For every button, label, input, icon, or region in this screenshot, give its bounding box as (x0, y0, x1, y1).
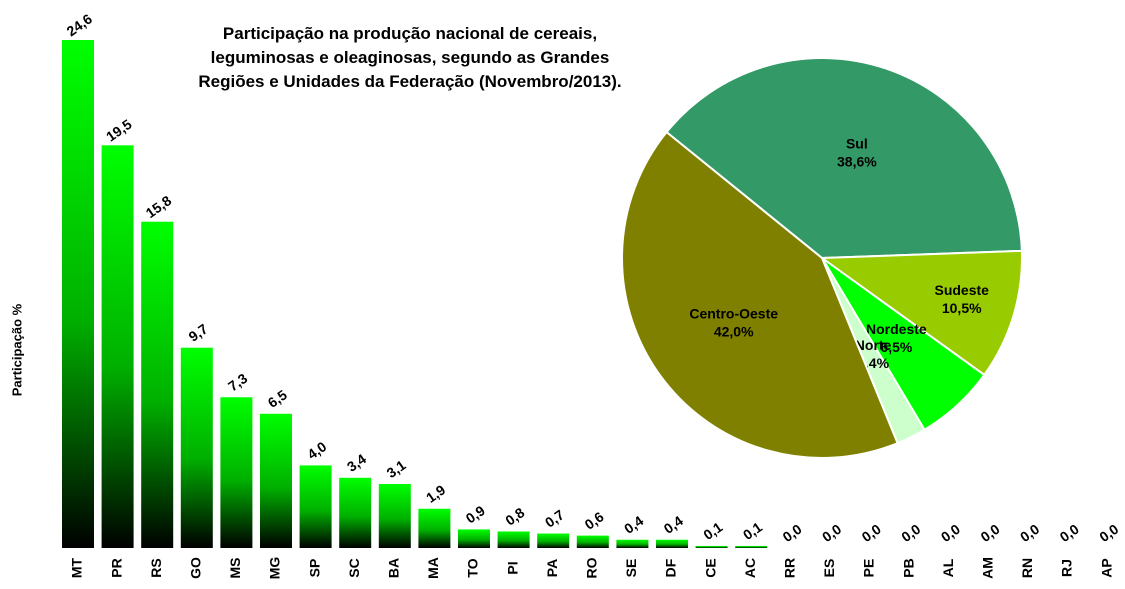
value-label: 0,0 (938, 521, 963, 545)
bar (378, 483, 411, 548)
x-tick-label: SE (623, 559, 639, 578)
value-label: 0,0 (977, 521, 1002, 545)
value-label: 3,4 (344, 450, 369, 474)
x-tick-label: AL (940, 558, 956, 577)
slice-name: Sul (846, 135, 868, 151)
bar (735, 545, 768, 548)
bar (458, 529, 490, 548)
bar (141, 221, 174, 548)
bar (339, 477, 372, 548)
value-label: 0,0 (1057, 521, 1082, 545)
x-tick-label: RS (148, 558, 164, 577)
slice-name: Centro-Oeste (689, 305, 778, 321)
value-label: 0,4 (621, 512, 646, 536)
bar (576, 535, 609, 548)
value-label: 0,0 (1017, 521, 1042, 545)
value-label: 0,0 (779, 521, 804, 545)
bar (101, 145, 134, 548)
bar (260, 413, 292, 548)
value-label: 9,7 (185, 320, 210, 344)
x-tick-label: AM (980, 557, 996, 579)
bar (616, 539, 649, 548)
value-label: 4,0 (304, 438, 329, 462)
value-label: 7,3 (225, 370, 250, 394)
x-tick-label: TO (465, 558, 481, 577)
x-tick-label: DF (663, 558, 679, 577)
bar (695, 545, 728, 548)
slice-name: Norte (855, 337, 892, 353)
slice-value: 38,6% (837, 153, 877, 169)
x-tick-label: AP (1098, 558, 1114, 577)
value-label: 0,9 (463, 502, 488, 526)
x-tick-label: MG (267, 557, 283, 580)
value-label: 3,1 (383, 457, 408, 481)
pie-slice (665, 57, 1023, 260)
pie-slice (621, 130, 899, 459)
value-label: 0,0 (1096, 521, 1121, 545)
bar (62, 40, 94, 548)
bar (180, 347, 213, 548)
x-tick-label: RR (782, 558, 798, 578)
x-tick-label: RJ (1059, 559, 1075, 577)
value-label: 0,4 (661, 512, 686, 536)
value-label: 24,6 (64, 10, 96, 39)
x-tick-label: MS (227, 558, 243, 579)
slice-name: Nordeste (866, 321, 927, 337)
x-tick-label: RN (1019, 558, 1035, 578)
x-tick-label: PE (861, 559, 877, 578)
x-tick-label: ES (821, 559, 837, 578)
x-tick-label: PR (108, 558, 124, 577)
value-label: 1,9 (423, 481, 448, 505)
x-tick-label: PA (544, 559, 560, 577)
x-tick-label: MT (69, 557, 85, 578)
bar (220, 397, 253, 548)
value-label: 0,0 (859, 521, 884, 545)
x-tick-label: SC (346, 558, 362, 577)
value-label: 0,8 (502, 504, 527, 528)
bar (537, 533, 570, 548)
pie-slice (819, 249, 1023, 377)
x-tick-label: CE (702, 558, 718, 577)
bar (497, 531, 530, 548)
slice-value: 6,5% (880, 339, 912, 355)
x-tick-label: GO (188, 557, 204, 579)
bar (299, 465, 332, 548)
x-tick-label: PB (900, 558, 916, 577)
bar (418, 508, 451, 548)
value-label: 0,1 (700, 519, 725, 543)
bar (656, 539, 688, 548)
value-label: 0,6 (581, 508, 606, 532)
value-label: 6,5 (265, 386, 290, 410)
x-tick-label: SP (306, 559, 322, 578)
value-label: 19,5 (103, 116, 135, 145)
y-axis-label: Participação % (9, 303, 24, 396)
value-label: 0,0 (898, 521, 923, 545)
x-tick-label: BA (386, 558, 402, 578)
value-label: 15,8 (143, 192, 175, 221)
value-label: 0,7 (542, 506, 567, 530)
chart-title: Participação na produção nacional de cer… (198, 24, 622, 91)
x-tick-label: RO (584, 557, 600, 578)
x-tick-label: PI (504, 561, 520, 574)
slice-value: 10,5% (942, 300, 982, 316)
slice-value: 42,0% (714, 323, 754, 339)
x-tick-label: MA (425, 557, 441, 579)
x-tick-label: AC (742, 558, 758, 578)
value-label: 0,0 (819, 521, 844, 545)
value-label: 0,1 (740, 519, 765, 543)
slice-name: Sudeste (934, 282, 989, 298)
